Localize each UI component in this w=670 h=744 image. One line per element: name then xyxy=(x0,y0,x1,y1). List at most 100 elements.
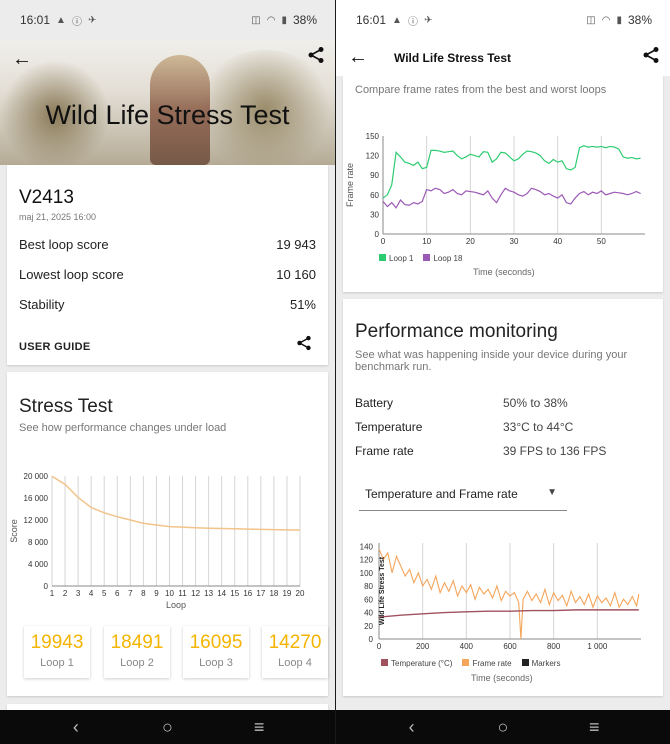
x-tick-label: 11 xyxy=(178,589,187,598)
left-screen: 16:01 ▲ ⓘ ✈ ◫ ◠ ▮ 38% ← Wild Life Stress… xyxy=(0,0,335,744)
x-tick-label: 9 xyxy=(154,589,159,598)
x-tick-label: 13 xyxy=(204,589,213,598)
y-tick-label: 20 000 xyxy=(24,472,49,481)
nav-home-icon[interactable]: ○ xyxy=(162,716,173,737)
hero-title: Wild Life Stress Test xyxy=(45,100,290,130)
x-tick-label: 600 xyxy=(503,642,517,651)
share-icon[interactable] xyxy=(296,335,312,356)
x-tick-label: 5 xyxy=(102,589,107,598)
info-icon: ⓘ xyxy=(71,16,82,28)
right-screen: 16:01 ▲ ⓘ ✈ ◫ ◠ ▮ 38% ← Wild Life Stress… xyxy=(336,0,670,744)
perf-legend: Temperature (°C) Frame rate Markers xyxy=(381,659,560,668)
x-tick-label: 4 xyxy=(89,589,94,598)
loop-label: Loop 4 xyxy=(278,657,312,669)
nav-recents-icon[interactable]: ≡ xyxy=(253,716,265,737)
x-tick-label: 17 xyxy=(256,589,265,598)
y-tick-label: 4 000 xyxy=(28,560,49,569)
x-tick-label: 1 000 xyxy=(587,642,608,651)
navigation-bar: ‹ ○ ≡ xyxy=(0,710,335,744)
y-tick-label: 20 xyxy=(364,622,373,631)
device-date: maj 21, 2025 16:00 xyxy=(19,212,97,222)
score-value: 51% xyxy=(289,297,316,312)
y-tick-label: 120 xyxy=(366,152,380,161)
back-arrow-icon[interactable]: ← xyxy=(12,48,32,70)
series-line-frame-rate xyxy=(378,548,640,640)
x-tick-label: 15 xyxy=(230,589,239,598)
nav-back-icon[interactable]: ‹ xyxy=(72,716,79,737)
y-tick-label: 100 xyxy=(360,569,374,578)
fps-x-axis-label: Time (seconds) xyxy=(473,267,535,277)
vibrate-icon: ◫ xyxy=(251,14,261,26)
x-tick-label: 14 xyxy=(217,589,226,598)
nav-home-icon[interactable]: ○ xyxy=(497,716,509,737)
nav-back-icon[interactable]: ‹ xyxy=(408,716,415,737)
score-row-lowest: Lowest loop score 10 160 xyxy=(19,267,316,282)
compare-subtitle: Compare frame rates from the best and wo… xyxy=(355,84,607,96)
back-arrow-icon[interactable]: ← xyxy=(348,46,368,68)
y-axis-label: Wild Life Stress Test xyxy=(379,556,386,625)
y-tick-label: 150 xyxy=(366,132,380,141)
perf-value-battery: 50% to 38% xyxy=(503,396,568,410)
perf-value-frame-rate: 39 FPS to 136 FPS xyxy=(503,444,607,458)
perf-subtitle: See what was happening inside your devic… xyxy=(355,349,628,373)
y-tick-label: 8 000 xyxy=(28,538,49,547)
x-tick-label: 3 xyxy=(76,589,81,598)
legend-swatch xyxy=(423,254,431,261)
performance-monitoring-card: Performance monitoring See what was happ… xyxy=(343,299,663,696)
loop-label: Loop 1 xyxy=(40,657,74,669)
wifi-icon: ◠ xyxy=(266,14,276,26)
user-guide-link[interactable]: USER GUIDE xyxy=(19,341,91,353)
score-label: Stability xyxy=(19,297,65,312)
activity-icon: ✈ xyxy=(423,14,433,26)
activity-icon: ✈ xyxy=(87,14,97,26)
score-summary-card: V2413 maj 21, 2025 16:00 Best loop score… xyxy=(7,165,328,365)
dropdown-selected-value: Temperature and Frame rate xyxy=(365,487,518,501)
perf-x-axis-label: Time (seconds) xyxy=(471,673,533,683)
app-header: ← Wild Life Stress Test xyxy=(336,40,670,76)
x-tick-label: 800 xyxy=(547,642,561,651)
hero-art-right xyxy=(195,50,335,165)
loop-score-card-1[interactable]: 19943 Loop 1 xyxy=(24,626,90,678)
loop-score-value: 18491 xyxy=(110,632,164,653)
x-tick-label: 0 xyxy=(377,642,382,651)
x-tick-label: 19 xyxy=(282,589,291,598)
y-tick-label: 80 xyxy=(364,582,373,591)
legend-label: Markers xyxy=(531,659,561,668)
perf-title: Performance monitoring xyxy=(355,321,558,342)
legend-item-markers: Markers xyxy=(521,659,561,668)
battery-percent: 38% xyxy=(292,13,317,27)
legend-swatch xyxy=(521,659,529,666)
share-icon[interactable] xyxy=(642,46,660,69)
loop-score-card-4[interactable]: 14270 Loop 4 xyxy=(262,626,328,678)
legend-label: Loop 1 xyxy=(389,254,414,263)
x-axis-label: Loop xyxy=(166,600,186,610)
nav-recents-icon[interactable]: ≡ xyxy=(589,716,600,737)
alert-icon: ▲ xyxy=(56,14,66,26)
loop-label: Loop 2 xyxy=(120,657,154,669)
vibrate-icon: ◫ xyxy=(586,14,596,26)
loop-score-value: 19943 xyxy=(30,632,84,653)
status-bar: 16:01 ▲ ⓘ ✈ ◫ ◠ ▮ 38% xyxy=(0,0,335,40)
x-tick-label: 0 xyxy=(381,237,386,246)
share-icon[interactable] xyxy=(307,46,325,69)
legend-swatch xyxy=(379,254,386,261)
hero-banner: ← Wild Life Stress Test xyxy=(0,40,335,165)
loop-score-card-3[interactable]: 16095 Loop 3 xyxy=(183,626,249,678)
series-line-loop18 xyxy=(382,187,641,209)
battery-percent: 38% xyxy=(627,13,652,27)
score-row-best: Best loop score 19 943 xyxy=(19,237,316,252)
header-title: Wild Life Stress Test xyxy=(394,51,512,65)
x-tick-label: 1 xyxy=(50,589,55,598)
x-tick-label: 200 xyxy=(416,642,430,651)
alert-icon: ▲ xyxy=(392,14,402,26)
legend-swatch xyxy=(462,659,470,666)
x-tick-label: 400 xyxy=(460,642,474,651)
perf-value-temperature: 33°C to 44°C xyxy=(503,420,574,434)
loop-score-card-2[interactable]: 18491 Loop 2 xyxy=(104,626,170,678)
x-tick-label: 10 xyxy=(165,589,174,598)
y-tick-label: 140 xyxy=(360,542,374,551)
device-name: V2413 xyxy=(19,187,74,208)
x-tick-label: 30 xyxy=(510,237,519,246)
chart-metric-dropdown[interactable]: Temperature and Frame rate ▼ xyxy=(359,481,567,511)
